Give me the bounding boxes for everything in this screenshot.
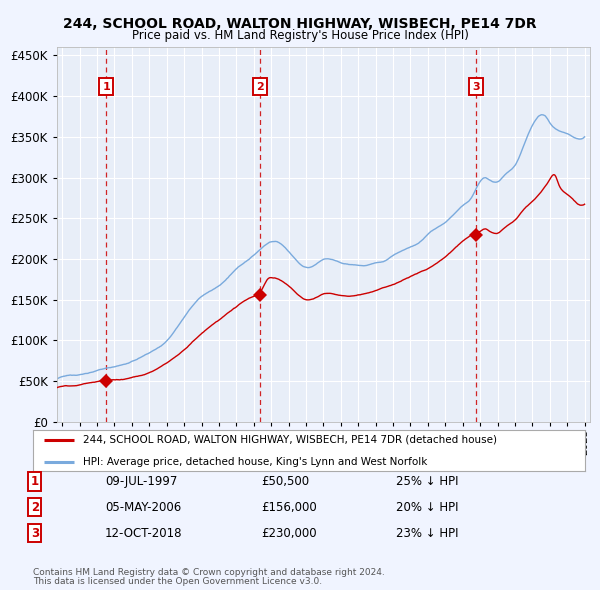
Text: £156,000: £156,000 xyxy=(261,501,317,514)
Text: 23% ↓ HPI: 23% ↓ HPI xyxy=(396,527,458,540)
Text: £50,500: £50,500 xyxy=(261,475,309,488)
Text: Contains HM Land Registry data © Crown copyright and database right 2024.: Contains HM Land Registry data © Crown c… xyxy=(33,568,385,577)
Text: 244, SCHOOL ROAD, WALTON HIGHWAY, WISBECH, PE14 7DR: 244, SCHOOL ROAD, WALTON HIGHWAY, WISBEC… xyxy=(63,17,537,31)
Text: 12-OCT-2018: 12-OCT-2018 xyxy=(105,527,182,540)
Text: 1: 1 xyxy=(102,81,110,91)
Text: 244, SCHOOL ROAD, WALTON HIGHWAY, WISBECH, PE14 7DR (detached house): 244, SCHOOL ROAD, WALTON HIGHWAY, WISBEC… xyxy=(83,435,497,445)
Text: Price paid vs. HM Land Registry's House Price Index (HPI): Price paid vs. HM Land Registry's House … xyxy=(131,29,469,42)
Text: £230,000: £230,000 xyxy=(261,527,317,540)
Text: 2: 2 xyxy=(31,501,39,514)
Text: 3: 3 xyxy=(472,81,480,91)
Text: 05-MAY-2006: 05-MAY-2006 xyxy=(105,501,181,514)
Text: 20% ↓ HPI: 20% ↓ HPI xyxy=(396,501,458,514)
Text: 2: 2 xyxy=(256,81,263,91)
Text: 3: 3 xyxy=(31,527,39,540)
Text: This data is licensed under the Open Government Licence v3.0.: This data is licensed under the Open Gov… xyxy=(33,578,322,586)
Text: 1: 1 xyxy=(31,475,39,488)
Text: 25% ↓ HPI: 25% ↓ HPI xyxy=(396,475,458,488)
Text: HPI: Average price, detached house, King's Lynn and West Norfolk: HPI: Average price, detached house, King… xyxy=(83,457,427,467)
Text: 09-JUL-1997: 09-JUL-1997 xyxy=(105,475,178,488)
